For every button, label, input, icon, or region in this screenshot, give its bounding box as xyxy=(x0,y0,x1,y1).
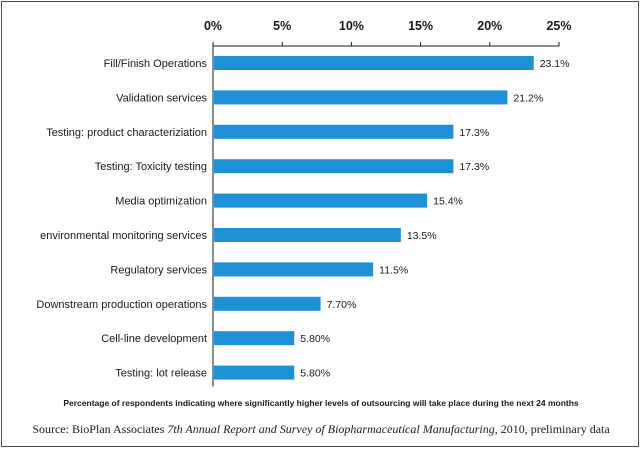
category-label: Fill/Finish Operations xyxy=(104,58,208,70)
value-label: 13.5% xyxy=(407,230,437,242)
value-label: 23.1% xyxy=(540,58,570,70)
bar xyxy=(214,90,508,105)
x-tick-label: 25% xyxy=(546,19,571,33)
bar xyxy=(214,159,454,174)
x-tick-label: 15% xyxy=(408,19,433,33)
source-report-title: 7th Annual Report and Survey of Biopharm… xyxy=(167,422,495,436)
value-label: 17.3% xyxy=(459,161,489,173)
value-label: 17.3% xyxy=(459,127,489,139)
source-note: Source: BioPlan Associates 7th Annual Re… xyxy=(2,422,640,437)
value-label: 7.70% xyxy=(327,299,357,311)
category-label: Testing: Toxicity testing xyxy=(95,161,207,173)
category-label: Validation services xyxy=(116,92,207,104)
bar xyxy=(214,365,295,380)
value-label: 21.2% xyxy=(513,92,543,104)
source-suffix: , 2010, preliminary data xyxy=(494,422,610,436)
bar xyxy=(214,56,534,70)
category-label: Cell-line development xyxy=(101,333,207,345)
x-axis: 0% 5% 10% 15% 20% 25% xyxy=(204,19,572,387)
bar xyxy=(214,228,401,242)
category-label: Testing: product characteriziation xyxy=(46,127,207,139)
x-tick-label: 5% xyxy=(273,19,291,33)
x-tick-label: 0% xyxy=(204,19,222,33)
chart-caption: Percentage of respondents indicating whe… xyxy=(63,398,579,408)
value-label: 5.80% xyxy=(300,333,330,345)
x-tick-label: 10% xyxy=(339,19,364,33)
bar xyxy=(214,296,321,311)
category-label: Regulatory services xyxy=(110,264,207,276)
category-label: Downstream production operations xyxy=(36,299,207,311)
value-label: 5.80% xyxy=(300,368,330,380)
category-label: Media optimization xyxy=(115,196,207,208)
bar xyxy=(214,331,295,346)
x-tick-label: 20% xyxy=(477,19,502,33)
bar xyxy=(214,262,374,277)
bar xyxy=(214,193,428,208)
bars: Fill/Finish Operations 23.1% Validation se… xyxy=(36,56,569,380)
value-label: 11.5% xyxy=(379,264,408,276)
category-label: environmental monitoring services xyxy=(40,230,207,242)
category-label: Testing: lot release xyxy=(115,368,207,380)
bar xyxy=(214,124,454,139)
value-label: 15.4% xyxy=(433,196,463,208)
source-prefix: Source: BioPlan Associates xyxy=(32,422,168,436)
